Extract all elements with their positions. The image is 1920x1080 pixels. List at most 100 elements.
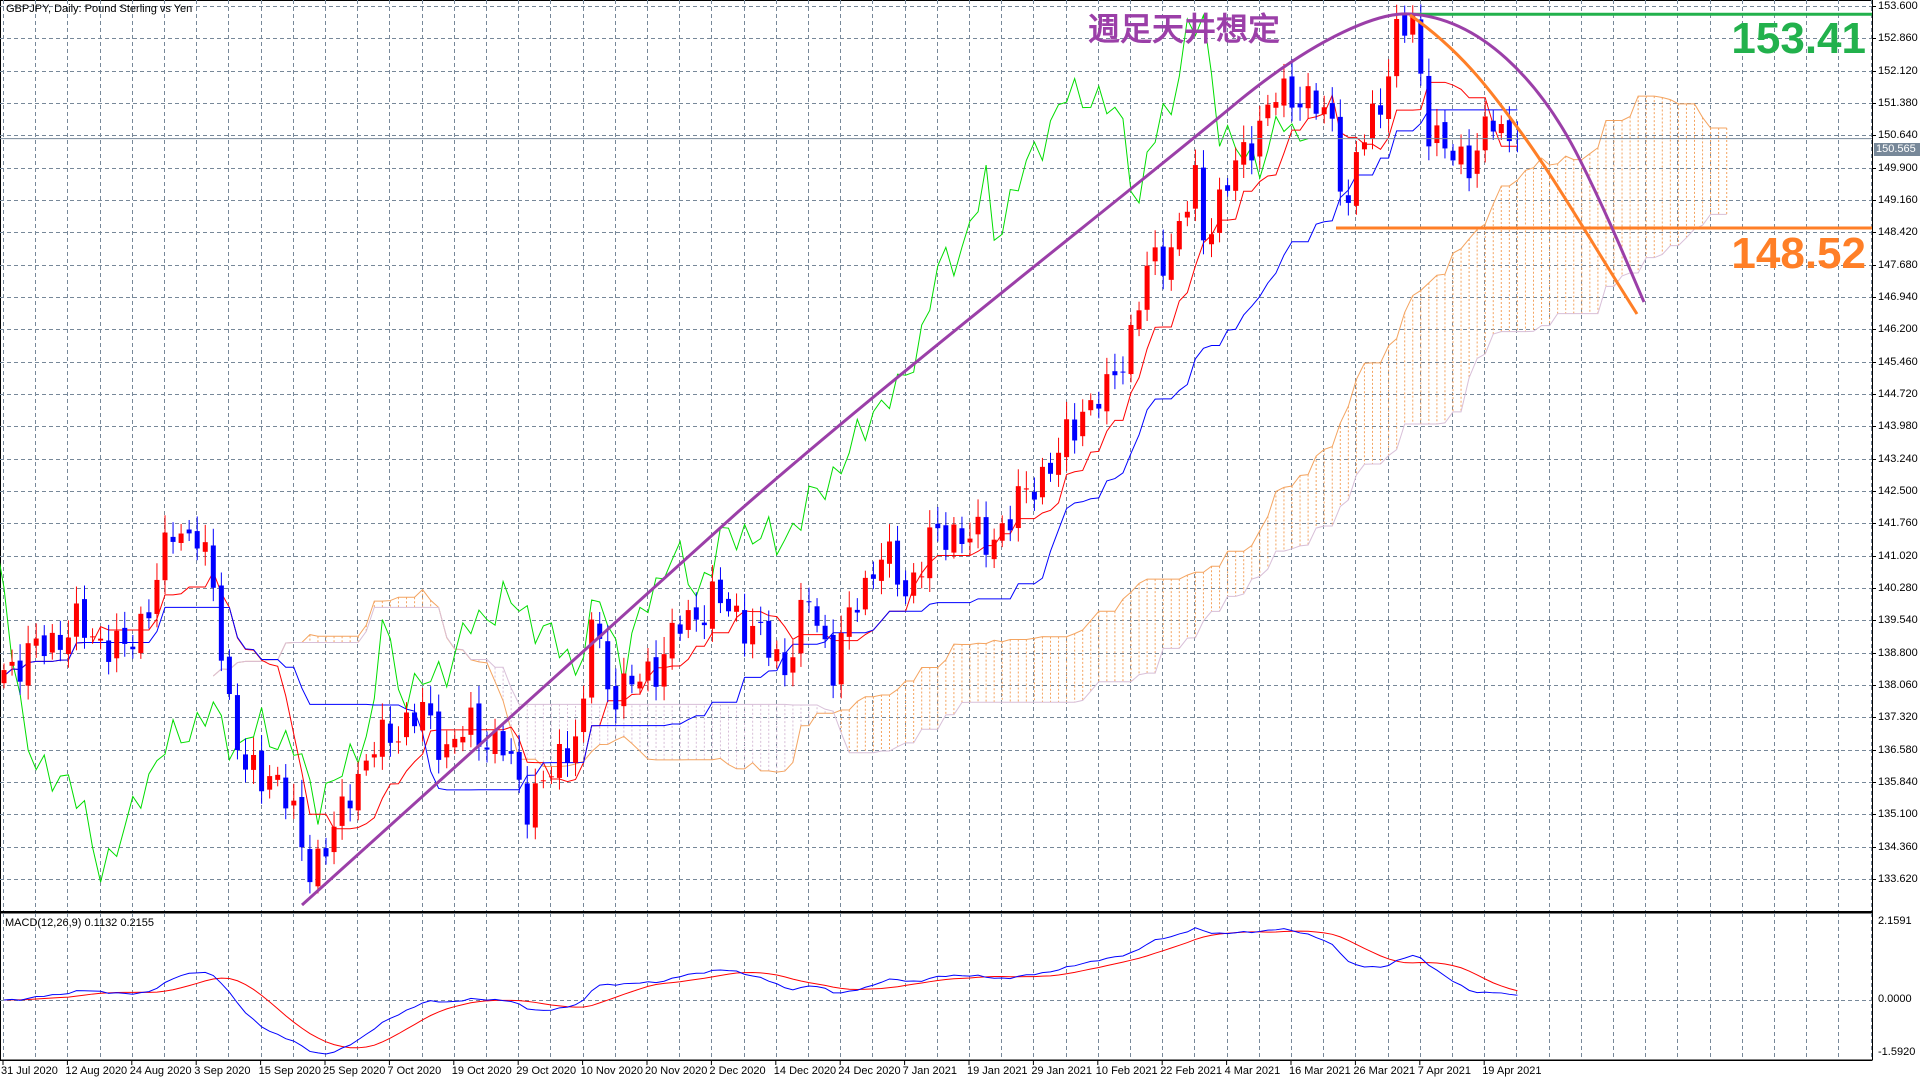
bear-candle [605, 641, 611, 690]
price-tick-label: 142.500 [1878, 484, 1918, 497]
bear-candle [41, 635, 47, 657]
bear-candle [508, 751, 514, 754]
top-arc-curve [300, 12, 1646, 907]
resistance-label: 153.41 [1731, 14, 1866, 63]
bear-candle [597, 623, 603, 639]
bull-candle [420, 702, 426, 731]
bull-candle [1458, 146, 1464, 165]
bull-candle [790, 657, 796, 673]
bull-candle [339, 796, 345, 826]
bear-candle [234, 695, 240, 751]
bear-candle [500, 731, 506, 756]
date-label: 24 Aug 2020 [129, 1065, 192, 1077]
bear-candle [122, 627, 128, 644]
bull-candle [1217, 189, 1223, 233]
bear-candle [629, 675, 635, 685]
price-tick-label: 138.060 [1878, 678, 1918, 691]
bull-candle [1023, 488, 1029, 490]
bear-candle [895, 540, 901, 585]
bear-candle [1072, 419, 1078, 441]
bull-candle [25, 643, 31, 686]
bull-candle [1056, 452, 1062, 475]
date-label: 25 Sep 2020 [323, 1065, 386, 1077]
bull-candle [838, 632, 844, 685]
bull-candle [532, 783, 538, 828]
price-tick-label: 140.280 [1878, 581, 1918, 594]
date-label: 20 Nov 2020 [645, 1065, 708, 1077]
bull-candle [645, 661, 651, 681]
bear-candle [943, 525, 949, 550]
bear-candle [218, 585, 224, 661]
bull-candle [548, 776, 554, 778]
bull-candle [1474, 150, 1480, 174]
price-tick-label: 149.160 [1878, 193, 1918, 206]
bull-candle [65, 637, 71, 655]
price-tick-label: 139.540 [1878, 613, 1918, 626]
macd-tick-label: 0.0000 [1878, 993, 1912, 1005]
date-label: 10 Nov 2020 [580, 1065, 643, 1077]
candles [1, 4, 1520, 894]
bear-candle [259, 750, 265, 792]
price-tick-label: 141.760 [1878, 516, 1918, 529]
bull-candle [202, 542, 208, 552]
date-label: 19 Jan 2021 [967, 1065, 1028, 1077]
date-label: 10 Feb 2021 [1095, 1065, 1158, 1077]
price-tick-label: 135.840 [1878, 775, 1918, 788]
bull-candle [275, 774, 281, 780]
bear-candle [782, 652, 788, 676]
bear-candle [412, 712, 418, 727]
bear-candle [1426, 75, 1432, 147]
bear-candle [701, 622, 707, 626]
bull-candle [709, 581, 715, 629]
bear-candle [653, 657, 659, 687]
bear-candle [903, 580, 909, 597]
bear-candle [1289, 76, 1295, 108]
bear-candle [1112, 371, 1118, 376]
bull-candle [492, 730, 498, 754]
bear-candle [1031, 491, 1037, 500]
bull-candle [73, 603, 79, 637]
bear-candle [1490, 120, 1496, 132]
date-label: 19 Apr 2021 [1482, 1065, 1542, 1077]
bear-candle [387, 723, 393, 743]
bull-candle [90, 636, 96, 638]
bull-candle [975, 516, 981, 535]
kijun-sen [3, 109, 1518, 791]
main-panel-frame [0, 0, 1873, 912]
bull-candle [98, 638, 104, 641]
bear-candle [726, 598, 731, 612]
macd-tick-label: 2.1591 [1878, 915, 1912, 927]
bull-candle [951, 524, 957, 553]
bull-candle [1434, 125, 1440, 144]
price-tick-label: 148.420 [1878, 225, 1918, 238]
bear-candle [347, 800, 353, 809]
bull-candle [1482, 116, 1488, 151]
bull-candle [162, 532, 168, 581]
bear-candle [1337, 116, 1343, 192]
bear-candle [766, 620, 772, 658]
date-label: 26 Mar 2021 [1353, 1065, 1416, 1077]
bull-candle [750, 625, 756, 645]
bull-candle [589, 619, 595, 698]
bull-candle [1281, 78, 1287, 106]
ichimoku-cloud [309, 96, 1728, 773]
bear-candle [742, 610, 748, 644]
date-label: 31 Jul 2020 [1, 1065, 58, 1077]
bull-candle [573, 736, 579, 763]
bull-candle [862, 577, 868, 610]
bear-candle [194, 531, 200, 549]
price-tick-label: 138.800 [1878, 646, 1918, 659]
bull-candle [1273, 102, 1279, 108]
price-tick-label: 152.120 [1878, 64, 1918, 77]
bull-candle [927, 527, 933, 579]
bull-candle [685, 610, 691, 630]
bull-candle [1305, 86, 1311, 109]
bear-candle [1297, 103, 1303, 108]
date-label: 14 Dec 2020 [773, 1065, 837, 1077]
bear-candle [1120, 371, 1126, 373]
bear-candle [1450, 150, 1456, 161]
date-label: 4 Mar 2021 [1224, 1065, 1281, 1077]
bear-candle [106, 640, 112, 662]
bear-candle [524, 783, 530, 825]
